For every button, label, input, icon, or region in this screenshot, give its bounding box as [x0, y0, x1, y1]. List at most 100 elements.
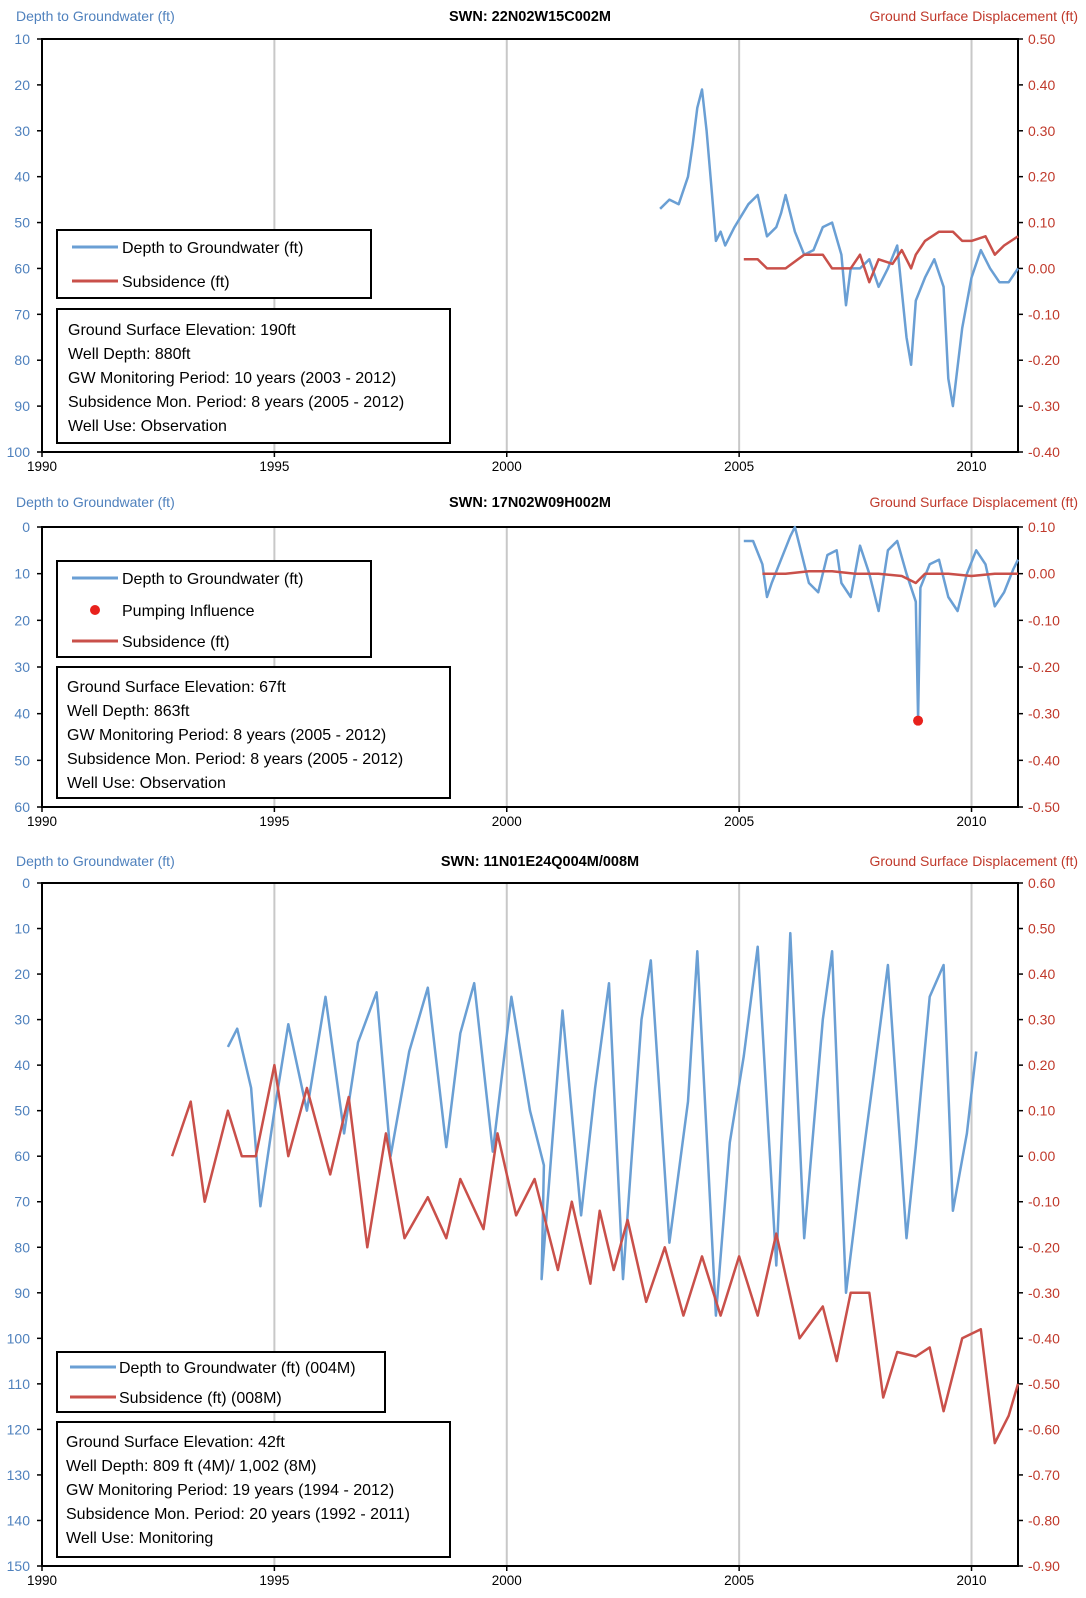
chart-panel-22N02W15C002M: Depth to Groundwater (ft) SWN: 22N02W15C…: [7, 8, 1078, 474]
info-elevation: Ground Surface Elevation: 67ft: [67, 679, 286, 696]
x-tick-label: 2000: [492, 814, 522, 829]
chart-title: SWN: 22N02W15C002M: [449, 9, 611, 25]
x-tick-label: 2005: [724, 1573, 754, 1588]
y-left-tick-label: 30: [14, 123, 30, 139]
y-right-tick-label: -0.60: [1028, 1421, 1060, 1437]
y-right-tick-label: -0.40: [1028, 444, 1060, 460]
y-left-tick-label: 20: [14, 77, 30, 93]
x-tick-label: 1990: [27, 459, 57, 474]
y-right-tick-label: 0.40: [1028, 77, 1055, 93]
pumping-influence-point: [913, 715, 924, 726]
right-axis-label: Ground Surface Displacement (ft): [869, 8, 1078, 24]
left-axis-label: Depth to Groundwater (ft): [16, 853, 175, 869]
info-gw-period: GW Monitoring Period: 10 years (2003 - 2…: [68, 370, 396, 387]
x-tick-label: 1995: [259, 814, 289, 829]
y-right-tick-label: 0.00: [1028, 1148, 1055, 1164]
info-well-depth: Well Depth: 880ft: [68, 346, 191, 363]
y-left-tick-label: 150: [7, 1558, 31, 1574]
y-right-tick-label: -0.20: [1028, 352, 1060, 368]
y-right-tick-label: -0.90: [1028, 1558, 1060, 1574]
chart-title: SWN: 17N02W09H002M: [449, 495, 611, 511]
subsidence-line: [170, 1063, 1020, 1445]
y-left-tick-label: 80: [14, 1239, 30, 1255]
info-well-use: Well Use: Monitoring: [66, 1530, 213, 1547]
y-left-tick-label: 90: [14, 398, 30, 414]
x-tick-label: 1990: [27, 814, 57, 829]
subsidence-line: [743, 230, 1019, 284]
x-tick-label: 2000: [492, 459, 522, 474]
x-tick-label: 2005: [724, 814, 754, 829]
y-right-tick-label: 0.40: [1028, 966, 1055, 982]
legend-groundwater-label: Depth to Groundwater (ft) (004M): [119, 1360, 356, 1377]
y-right-tick-label: -0.30: [1028, 398, 1060, 414]
y-left-tick-label: 70: [14, 306, 30, 322]
groundwater-depth-line: [226, 931, 978, 1317]
y-right-tick-label: 0.10: [1028, 519, 1055, 535]
legend-pumping-swatch: [90, 605, 100, 615]
info-gw-period: GW Monitoring Period: 8 years (2005 - 20…: [67, 727, 386, 744]
x-tick-label: 2000: [492, 1573, 522, 1588]
y-right-tick-label: 0.30: [1028, 123, 1055, 139]
y-left-tick-label: 10: [14, 921, 30, 937]
legend-groundwater-label: Depth to Groundwater (ft): [122, 240, 303, 257]
info-subsidence-period: Subsidence Mon. Period: 8 years (2005 - …: [67, 751, 403, 768]
plot-area-frame: [41, 38, 1019, 453]
y-right-tick-label: -0.20: [1028, 1239, 1060, 1255]
info-subsidence-period: Subsidence Mon. Period: 8 years (2005 - …: [68, 394, 404, 411]
y-right-tick-label: -0.30: [1028, 1285, 1060, 1301]
y-left-tick-label: 20: [14, 612, 30, 628]
y-right-tick-label: 0.50: [1028, 921, 1055, 937]
y-right-tick-label: 0.10: [1028, 1103, 1055, 1119]
y-right-tick-label: -0.30: [1028, 706, 1060, 722]
y-left-tick-label: 40: [14, 169, 30, 185]
y-left-tick-label: 30: [14, 659, 30, 675]
y-right-tick-label: -0.10: [1028, 1194, 1060, 1210]
y-left-tick-label: 10: [14, 566, 30, 582]
info-well-use: Well Use: Observation: [67, 775, 226, 792]
y-right-tick-label: 0.20: [1028, 169, 1055, 185]
left-axis-label: Depth to Groundwater (ft): [16, 8, 175, 24]
y-left-tick-label: 80: [14, 352, 30, 368]
info-elevation: Ground Surface Elevation: 42ft: [66, 1434, 285, 1451]
y-left-tick-label: 20: [14, 966, 30, 982]
plot-area-frame: [41, 882, 1019, 1567]
legend-subsidence-label: Subsidence (ft): [122, 274, 230, 291]
y-left-tick-label: 100: [7, 1330, 31, 1346]
y-left-tick-label: 60: [14, 1148, 30, 1164]
x-tick-label: 1995: [259, 459, 289, 474]
y-left-tick-label: 50: [14, 1103, 30, 1119]
y-left-tick-label: 0: [22, 519, 30, 535]
x-tick-label: 2005: [724, 459, 754, 474]
info-gw-period: GW Monitoring Period: 19 years (1994 - 2…: [66, 1482, 394, 1499]
chart-title: SWN: 11N01E24Q004M/008M: [441, 854, 639, 870]
y-left-tick-label: 40: [14, 706, 30, 722]
y-right-tick-label: 0.30: [1028, 1012, 1055, 1028]
y-left-tick-label: 0: [22, 875, 30, 891]
info-well-depth: Well Depth: 863ft: [67, 703, 190, 720]
chart-panel-11N01E24Q004M-008M: Depth to Groundwater (ft) SWN: 11N01E24Q…: [7, 853, 1078, 1588]
subsidence-line: [762, 570, 1018, 585]
y-left-tick-label: 90: [14, 1285, 30, 1301]
y-left-tick-label: 30: [14, 1012, 30, 1028]
info-subsidence-period: Subsidence Mon. Period: 20 years (1992 -…: [66, 1506, 410, 1523]
y-left-tick-label: 130: [7, 1467, 31, 1483]
right-axis-label: Ground Surface Displacement (ft): [869, 853, 1078, 869]
x-tick-label: 2010: [957, 814, 987, 829]
info-box: [56, 308, 451, 444]
y-right-tick-label: -0.40: [1028, 752, 1060, 768]
y-right-tick-label: 0.50: [1028, 31, 1055, 47]
y-left-tick-label: 50: [14, 752, 30, 768]
y-right-tick-label: -0.10: [1028, 612, 1060, 628]
x-tick-label: 1995: [259, 1573, 289, 1588]
y-right-tick-label: -0.50: [1028, 799, 1060, 815]
chart-panel-17N02W09H002M: Depth to Groundwater (ft) SWN: 17N02W09H…: [14, 494, 1078, 829]
legend-pumping-label: Pumping Influence: [122, 603, 255, 620]
x-tick-label: 1990: [27, 1573, 57, 1588]
groundwater-depth-line: [659, 88, 1020, 408]
info-well-use: Well Use: Observation: [68, 418, 227, 435]
legend-subsidence-label: Subsidence (ft): [122, 634, 230, 651]
y-left-tick-label: 40: [14, 1057, 30, 1073]
y-right-tick-label: 0.20: [1028, 1057, 1055, 1073]
y-right-tick-label: -0.40: [1028, 1330, 1060, 1346]
